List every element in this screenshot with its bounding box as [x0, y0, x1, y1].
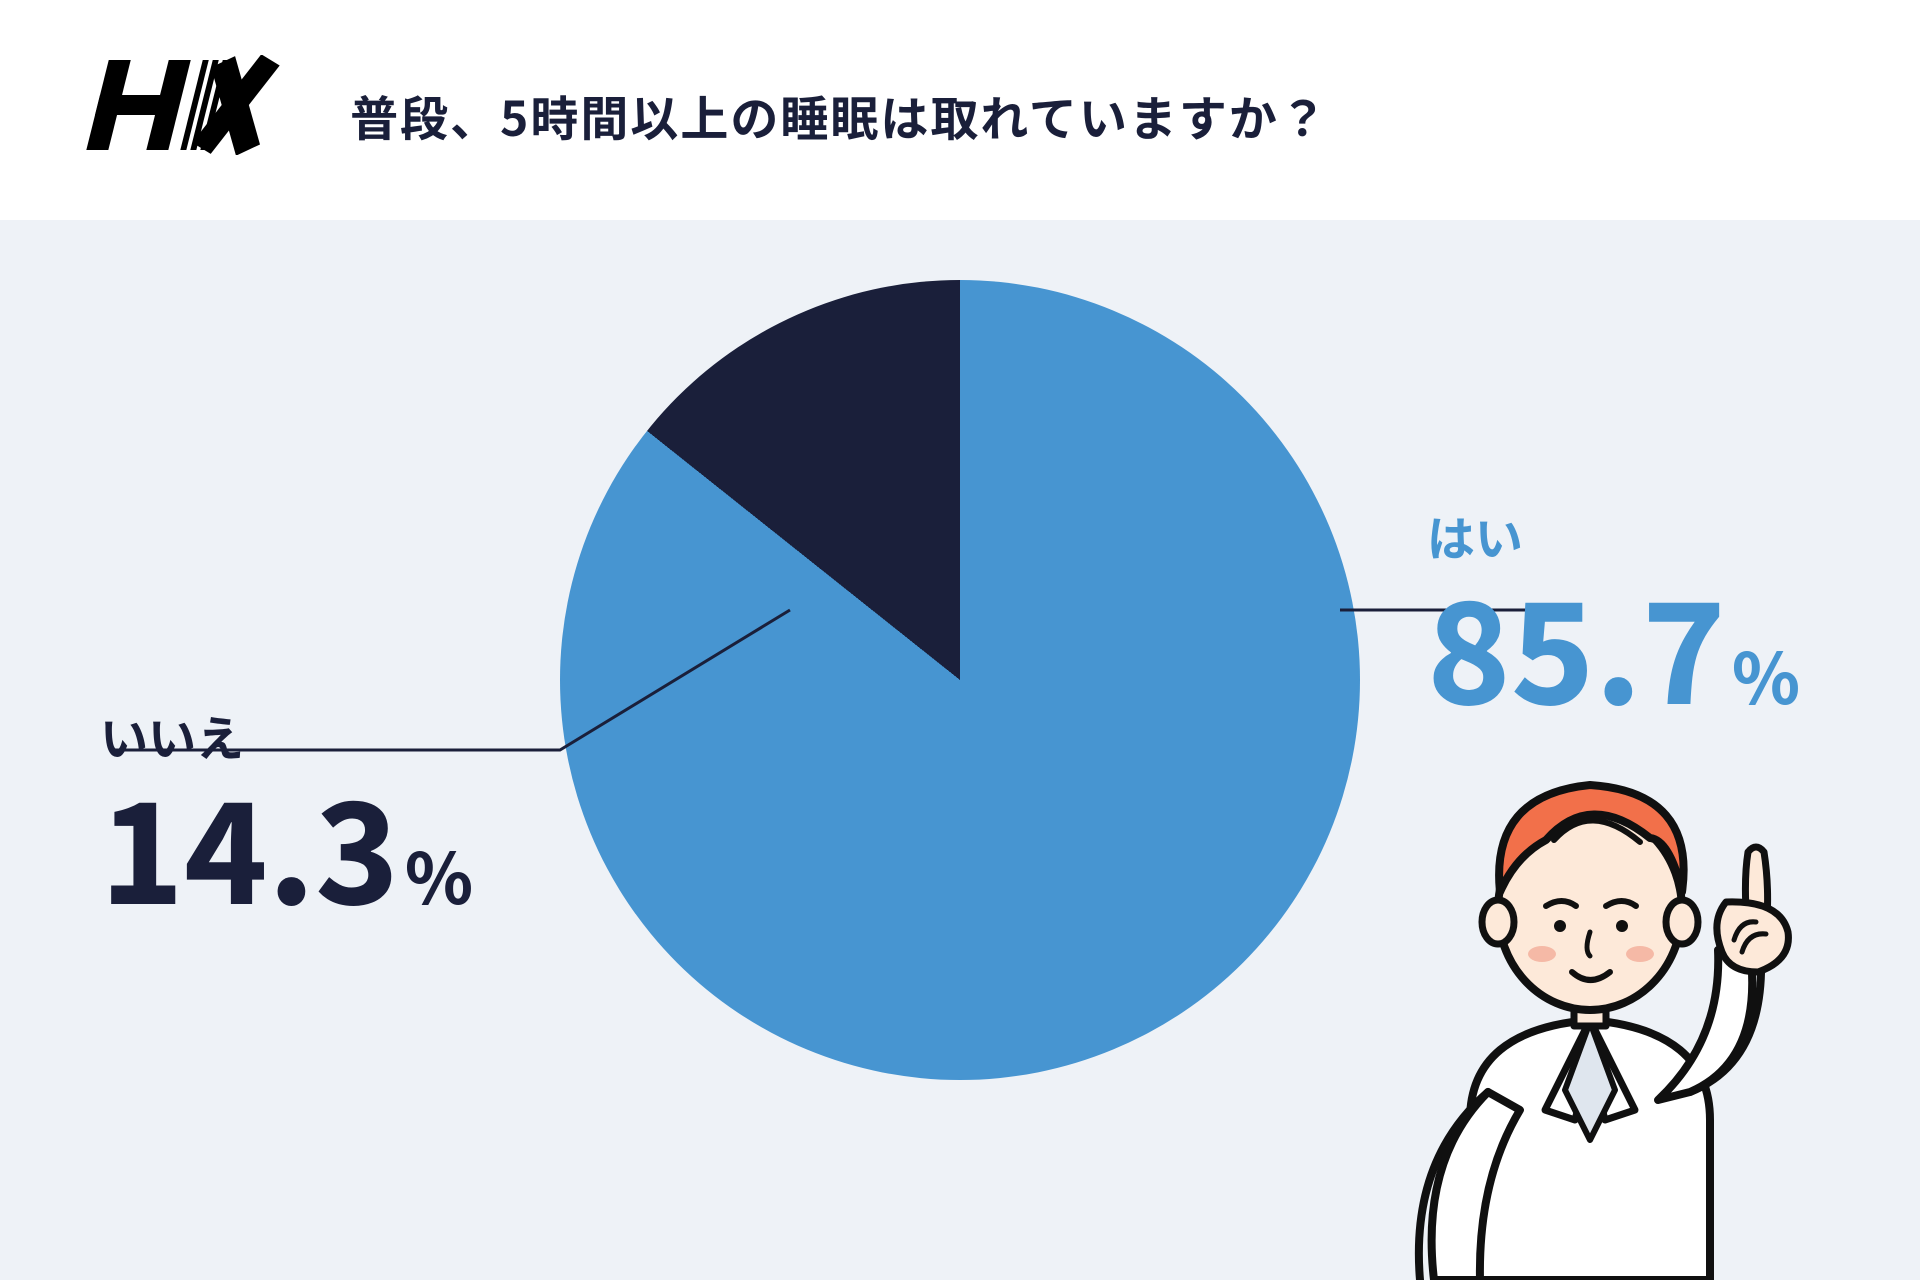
- callout-no: いいえ 14.3%: [100, 700, 473, 925]
- brand-logo: [80, 55, 320, 177]
- callout-no-unit: %: [405, 824, 473, 925]
- question-title: 普段、5時間以上の睡眠は取れていますか？: [350, 80, 1329, 150]
- chart-area: はい 85.7% いいえ 14.3%: [0, 220, 1920, 1280]
- person-illustration: [1350, 640, 1830, 1280]
- page: 普段、5時間以上の睡眠は取れていますか？ はい 85.7% いいえ 14.3%: [0, 0, 1920, 1280]
- callout-no-value: 14.3: [100, 774, 399, 914]
- header: 普段、5時間以上の睡眠は取れていますか？: [0, 0, 1920, 220]
